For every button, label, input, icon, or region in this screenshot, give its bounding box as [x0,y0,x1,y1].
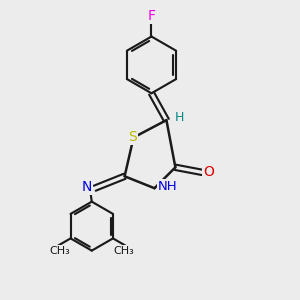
Text: N: N [81,180,92,194]
Text: CH₃: CH₃ [49,246,70,256]
Text: H: H [174,111,184,124]
Text: S: S [129,130,137,144]
Text: NH: NH [158,180,178,193]
Text: CH₃: CH₃ [113,246,134,256]
Text: F: F [148,9,155,23]
Text: O: O [203,165,214,179]
